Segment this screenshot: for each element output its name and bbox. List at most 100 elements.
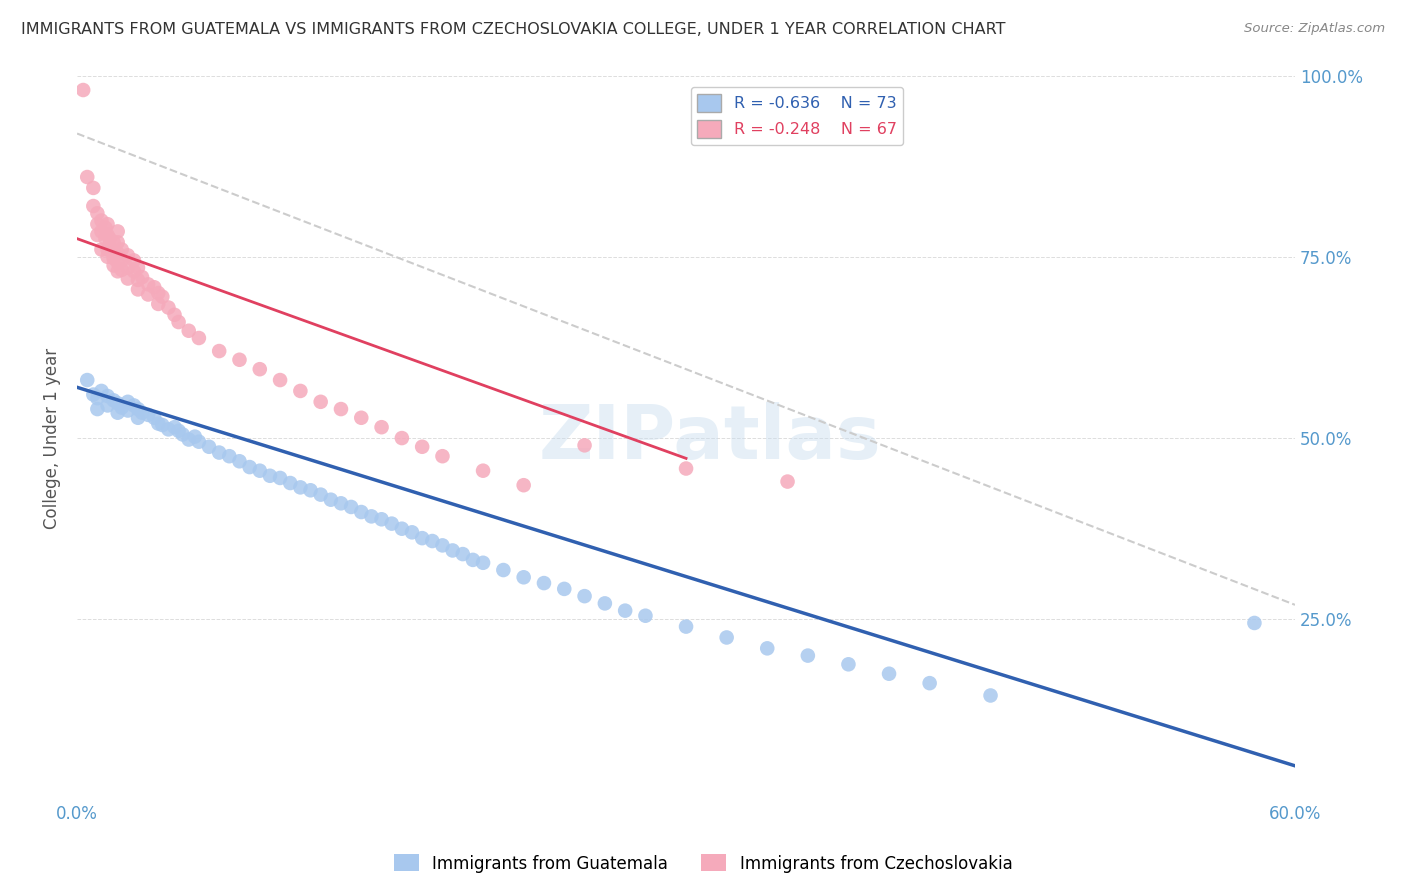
Point: [776, 475, 799, 489]
Point: [90, 224, 112, 238]
Point: [136, 287, 159, 301]
Point: [309, 488, 332, 502]
Point: [177, 324, 200, 338]
Point: [96, 217, 118, 231]
Point: [148, 286, 170, 301]
Point: [150, 290, 173, 304]
Point: [309, 394, 332, 409]
Point: [980, 689, 1002, 703]
Point: [512, 570, 534, 584]
Point: [319, 492, 342, 507]
Point: [148, 417, 170, 431]
Point: [127, 260, 149, 275]
Point: [432, 449, 454, 463]
Point: [167, 315, 190, 329]
Point: [90, 213, 112, 227]
Point: [127, 282, 149, 296]
Point: [411, 531, 433, 545]
Point: [167, 424, 190, 438]
Point: [249, 362, 271, 376]
Point: [131, 406, 153, 420]
Point: [172, 427, 194, 442]
Point: [269, 373, 291, 387]
Point: [797, 648, 820, 663]
Point: [127, 410, 149, 425]
Point: [837, 657, 859, 672]
Point: [103, 235, 125, 250]
Point: [411, 440, 433, 454]
Point: [103, 244, 125, 258]
Point: [96, 250, 118, 264]
Point: [163, 308, 186, 322]
Point: [675, 619, 697, 633]
Point: [117, 271, 139, 285]
Point: [330, 402, 353, 417]
Point: [187, 331, 209, 345]
Point: [117, 394, 139, 409]
Point: [107, 255, 129, 269]
Point: [96, 227, 118, 242]
Point: [72, 83, 94, 97]
Point: [877, 666, 900, 681]
Point: [350, 505, 373, 519]
Point: [82, 199, 104, 213]
Point: [148, 297, 170, 311]
Legend: Immigrants from Guatemala, Immigrants from Czechoslovakia: Immigrants from Guatemala, Immigrants fr…: [387, 847, 1019, 880]
Point: [86, 402, 108, 417]
Point: [111, 401, 134, 415]
Point: [290, 384, 312, 398]
Point: [184, 429, 207, 443]
Point: [86, 206, 108, 220]
Point: [177, 433, 200, 447]
Point: [218, 449, 240, 463]
Point: [94, 232, 117, 246]
Point: [360, 509, 382, 524]
Point: [553, 582, 575, 596]
Point: [136, 277, 159, 292]
Point: [299, 483, 322, 498]
Point: [90, 243, 112, 257]
Point: [82, 387, 104, 401]
Point: [239, 460, 262, 475]
Point: [103, 393, 125, 408]
Point: [76, 169, 98, 184]
Point: [111, 243, 134, 257]
Point: [107, 224, 129, 238]
Point: [163, 420, 186, 434]
Point: [370, 512, 392, 526]
Point: [401, 525, 423, 540]
Point: [208, 344, 231, 359]
Point: [918, 676, 941, 690]
Point: [187, 434, 209, 449]
Y-axis label: College, Under 1 year: College, Under 1 year: [44, 348, 60, 529]
Point: [96, 399, 118, 413]
Point: [150, 417, 173, 432]
Point: [96, 243, 118, 257]
Text: Source: ZipAtlas.com: Source: ZipAtlas.com: [1244, 22, 1385, 36]
Point: [90, 384, 112, 398]
Point: [533, 576, 555, 591]
Point: [432, 538, 454, 552]
Point: [278, 476, 301, 491]
Point: [512, 478, 534, 492]
Point: [111, 263, 134, 277]
Point: [228, 352, 250, 367]
Point: [86, 217, 108, 231]
Point: [350, 410, 373, 425]
Point: [451, 547, 474, 561]
Point: [208, 445, 231, 459]
Point: [157, 422, 180, 436]
Point: [96, 389, 118, 403]
Point: [127, 273, 149, 287]
Point: [157, 301, 180, 315]
Point: [228, 454, 250, 468]
Point: [143, 280, 166, 294]
Legend: R = -0.636    N = 73, R = -0.248    N = 67: R = -0.636 N = 73, R = -0.248 N = 67: [690, 87, 904, 145]
Point: [1243, 615, 1265, 630]
Point: [716, 631, 738, 645]
Point: [756, 641, 779, 656]
Point: [461, 553, 484, 567]
Point: [593, 596, 616, 610]
Point: [472, 556, 495, 570]
Point: [117, 403, 139, 417]
